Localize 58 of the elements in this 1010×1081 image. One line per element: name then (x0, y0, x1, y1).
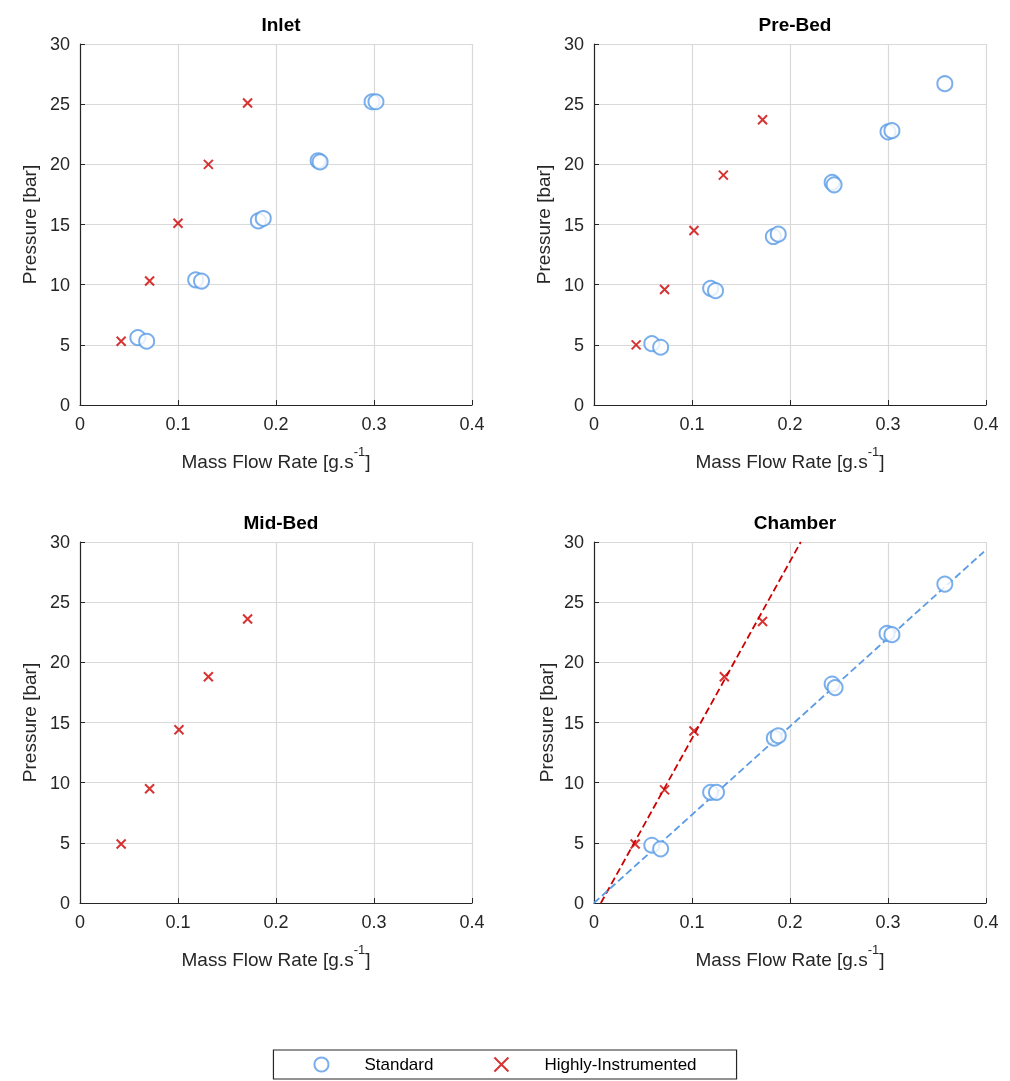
y-tick-label: 10 (49, 772, 70, 793)
chart-title: Pre-Bed (758, 14, 832, 35)
y-tick-label: 20 (563, 154, 584, 175)
y-tick-label: 5 (573, 334, 584, 355)
y-tick-label: 0 (59, 395, 70, 415)
y-tick-label: 30 (563, 532, 584, 552)
y-tick-label: 15 (49, 712, 70, 733)
y-tick-label: 30 (49, 532, 70, 552)
y-axis-title: Pressure [bar] (533, 164, 555, 285)
x-tick-label: 0 (588, 414, 600, 434)
x-tick-label: 0.3 (361, 414, 387, 434)
x-tick-label: 0.2 (777, 414, 803, 434)
y-tick-label: 5 (59, 832, 70, 853)
y-tick-label: 10 (49, 274, 70, 295)
chart-title: Inlet (261, 14, 302, 35)
y-tick-label: 0 (59, 893, 70, 913)
x-tick-label: 0.1 (165, 912, 191, 932)
x-tick-label: 0.4 (973, 912, 999, 932)
y-tick-label: 10 (563, 772, 584, 793)
y-tick-label: 20 (49, 154, 70, 175)
chart-title: Chamber (753, 512, 837, 533)
x-tick-label: 0 (74, 414, 86, 434)
legend-label: Highly-Instrumented (544, 1055, 697, 1074)
y-tick-label: 0 (573, 395, 584, 415)
x-tick-label: 0.3 (875, 912, 901, 932)
x-tick-label: 0 (588, 912, 600, 932)
y-tick-label: 30 (563, 34, 584, 54)
x-tick-label: 0.1 (165, 414, 191, 434)
y-tick-label: 0 (573, 893, 584, 913)
x-tick-label: 0.1 (679, 912, 705, 932)
y-tick-label: 20 (49, 652, 70, 673)
x-tick-label: 0.3 (361, 912, 387, 932)
x-tick-label: 0.2 (263, 912, 289, 932)
y-tick-label: 25 (563, 94, 584, 115)
x-tick-label: 0.2 (777, 912, 803, 932)
x-tick-label: 0.4 (459, 912, 485, 932)
x-tick-label: 0.3 (875, 414, 901, 434)
y-tick-label: 5 (573, 832, 584, 853)
y-tick-label: 25 (49, 94, 70, 115)
y-tick-label: 30 (49, 34, 70, 54)
y-tick-label: 10 (563, 274, 584, 295)
y-tick-label: 15 (563, 214, 584, 235)
x-tick-label: 0.1 (679, 414, 705, 434)
y-tick-label: 15 (563, 712, 584, 733)
y-axis-title: Pressure [bar] (19, 164, 41, 285)
x-tick-label: 0.4 (973, 414, 999, 434)
y-tick-label: 5 (59, 334, 70, 355)
y-tick-label: 15 (49, 214, 70, 235)
legend-label: Standard (364, 1055, 434, 1074)
y-tick-label: 20 (563, 652, 584, 673)
y-tick-label: 25 (49, 592, 70, 613)
x-tick-label: 0 (74, 912, 86, 932)
chart-title: Mid-Bed (243, 512, 319, 533)
y-axis-title: Pressure [bar] (536, 662, 557, 783)
y-axis-title: Pressure [bar] (19, 662, 41, 783)
x-tick-label: 0.2 (263, 414, 289, 434)
y-tick-label: 25 (563, 592, 584, 613)
x-tick-label: 0.4 (459, 414, 485, 434)
